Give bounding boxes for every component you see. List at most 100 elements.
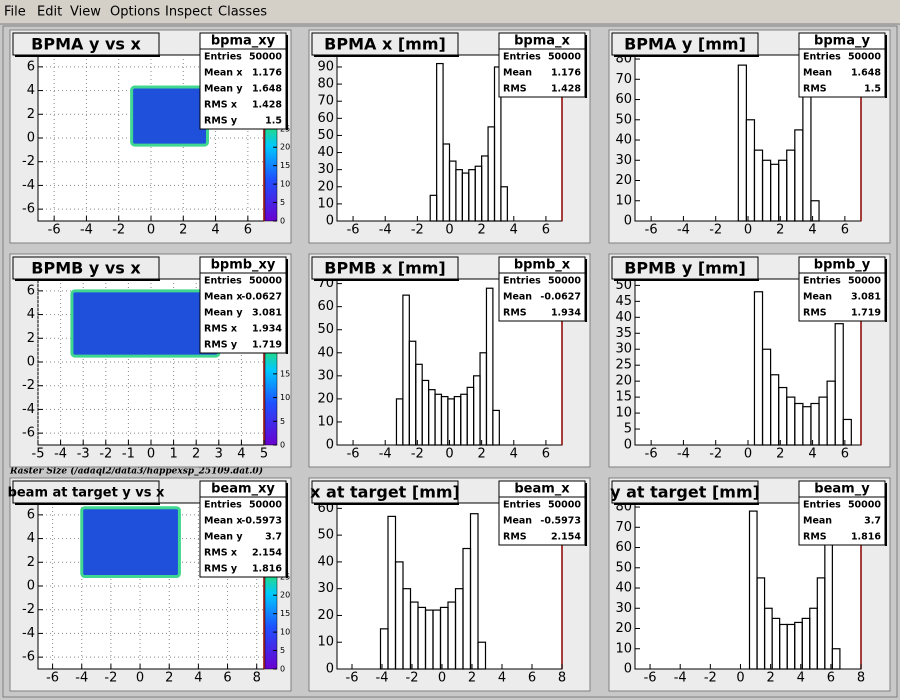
x-tick-label: -4 xyxy=(376,671,389,686)
y-tick-label: 20 xyxy=(615,173,632,188)
stats-name: bpma_y xyxy=(814,34,870,49)
y-tick-label: 10 xyxy=(615,193,632,208)
x-tick-label: 2 xyxy=(478,447,486,462)
x-tick-label: 0 xyxy=(736,671,744,686)
stats-label: RMS xyxy=(803,308,827,319)
menu-item[interactable]: File xyxy=(4,5,26,20)
x-tick-label: 4 xyxy=(808,223,816,238)
x-tick-label: 4 xyxy=(498,671,506,686)
x-tick-label: 8 xyxy=(558,671,566,686)
stats-value: 50000 xyxy=(848,500,881,511)
menu-item[interactable]: Options xyxy=(110,5,160,20)
x-tick-label: 3 xyxy=(215,447,223,462)
histogram-bin xyxy=(485,287,494,446)
stats-label: Entries xyxy=(803,276,841,287)
stats-value: 1.648 xyxy=(252,84,282,95)
stats-label: Entries xyxy=(503,500,541,511)
y-tick-label: 90 xyxy=(317,59,334,74)
y-tick-label: 40 xyxy=(317,554,334,569)
y-tick-label: 40 xyxy=(317,345,334,360)
y-tick-label: 30 xyxy=(615,342,632,357)
stats-name: beam_y xyxy=(814,482,870,497)
stats-value: 1.816 xyxy=(252,564,282,575)
stats-label: RMS x xyxy=(204,324,237,335)
stats-label: Entries xyxy=(204,276,242,287)
histogram-bin xyxy=(834,323,844,446)
y-tick-label: -2 xyxy=(22,602,35,617)
stats-label: RMS xyxy=(803,532,827,543)
stats-label: RMS y xyxy=(204,116,238,127)
y-tick-label: -6 xyxy=(22,202,35,217)
y-tick-label: 40 xyxy=(317,145,334,160)
menu-item[interactable]: Edit xyxy=(37,5,62,20)
caption: Raster Size (/adaql2/data3/happexsp_2510… xyxy=(9,466,263,477)
y-tick-label: 50 xyxy=(615,112,632,127)
y-tick-label: 2 xyxy=(27,107,35,122)
y-tick-label: 30 xyxy=(615,601,632,616)
stats-value: 1.719 xyxy=(252,340,282,351)
x-tick-label: -6 xyxy=(46,671,59,686)
stats-value: -0.5973 xyxy=(241,516,282,527)
x-tick-label: 2 xyxy=(766,671,774,686)
density-region xyxy=(80,506,181,579)
x-tick-label: 2 xyxy=(776,447,784,462)
y-tick-label: 15 xyxy=(615,390,632,405)
y-tick-label: 50 xyxy=(615,278,632,293)
menu-item[interactable]: View xyxy=(70,5,101,20)
stats-name: beam_xy xyxy=(211,482,275,497)
z-tick-label: 20 xyxy=(280,143,290,152)
panel-title: BPMA y [mm] xyxy=(624,35,746,54)
panel-title: BPMA y vs x xyxy=(31,35,141,54)
y-tick-label: 50 xyxy=(615,560,632,575)
stats-name: bpma_x xyxy=(514,34,570,49)
stats-box xyxy=(498,480,586,546)
histogram-bin xyxy=(469,513,479,670)
z-tick-label: 0 xyxy=(280,441,285,450)
stats-label: Mean y xyxy=(204,84,243,95)
y-tick-label: 30 xyxy=(317,162,334,177)
y-tick-label: 10 xyxy=(615,406,632,421)
y-tick-label: -2 xyxy=(22,378,35,393)
x-tick-label: -2 xyxy=(411,223,424,238)
x-tick-label: 0 xyxy=(744,447,752,462)
x-tick-label: -2 xyxy=(704,671,717,686)
stats-label: Entries xyxy=(503,276,541,287)
x-tick-label: 0 xyxy=(445,223,453,238)
stats-label: RMS x xyxy=(204,100,237,111)
x-tick-label: 4 xyxy=(808,447,816,462)
histogram-bin xyxy=(477,641,487,670)
x-tick-label: -1 xyxy=(122,447,135,462)
z-tick-label: 0 xyxy=(280,665,285,674)
stats-value: 2.154 xyxy=(551,532,581,543)
stats-label: Mean xyxy=(803,68,832,79)
x-tick-label: 6 xyxy=(841,447,849,462)
stats-value: 50000 xyxy=(249,52,282,63)
histogram-bin xyxy=(810,200,820,222)
stats-label: Mean xyxy=(803,516,832,527)
y-tick-label: -6 xyxy=(22,426,35,441)
x-tick-label: 6 xyxy=(841,223,849,238)
z-tick-label: 20 xyxy=(280,591,290,600)
histogram-bin xyxy=(493,66,502,222)
x-tick-label: 6 xyxy=(244,223,252,238)
menu-bar xyxy=(0,0,900,24)
y-tick-label: 0 xyxy=(27,131,35,146)
x-tick-label: 5 xyxy=(260,447,268,462)
y-tick-label: 6 xyxy=(27,59,35,74)
stats-label: RMS xyxy=(503,532,527,543)
stats-name: beam_x xyxy=(514,482,570,497)
y-tick-label: -6 xyxy=(22,650,35,665)
menu-item[interactable]: Inspect xyxy=(165,5,212,20)
stats-box xyxy=(498,32,586,98)
stats-label: Entries xyxy=(803,500,841,511)
z-tick-label: 15 xyxy=(280,369,290,378)
stats-value: 2.154 xyxy=(252,548,282,559)
stats-value: 1.648 xyxy=(851,68,881,79)
stats-label: RMS xyxy=(803,84,827,95)
menu-item[interactable]: Classes xyxy=(218,5,267,20)
x-tick-label: 2 xyxy=(179,223,187,238)
x-tick-label: 4 xyxy=(510,447,518,462)
y-tick-label: 0 xyxy=(624,662,632,677)
stats-value: 1.934 xyxy=(252,324,282,335)
x-tick-label: -2 xyxy=(104,671,117,686)
